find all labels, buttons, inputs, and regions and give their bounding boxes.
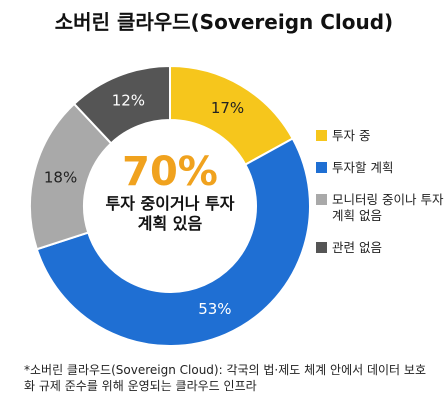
chart-title: 소버린 클라우드(Sovereign Cloud) [54, 10, 394, 34]
legend-swatch [316, 242, 327, 253]
legend-swatch [316, 194, 327, 205]
legend-label: 모니터링 중이나 투자 계획 없음 [332, 192, 444, 223]
legend-swatch [316, 130, 327, 141]
footnote: *소버린 클라우드(Sovereign Cloud): 각국의 법·제도 체계 … [24, 363, 426, 393]
legend-label: 관련 없음 [332, 240, 382, 255]
donut-segment [35, 137, 311, 347]
legend-swatch [316, 162, 327, 173]
legend-item: 관련 없음 [316, 240, 446, 256]
value-label: 17% [211, 99, 244, 117]
chart: 17% 53% 18% 12% [29, 64, 311, 347]
value-label: 12% [112, 91, 145, 109]
value-label: 53% [198, 300, 231, 318]
center-value: 70% [122, 149, 218, 195]
legend-item: 투자 중 [316, 128, 446, 144]
center-label: 70% 투자 중이거나 투자 계획 있음 [105, 150, 235, 234]
legend-label: 투자할 계획 [332, 160, 394, 175]
center-text: 투자 중이거나 투자 계획 있음 [105, 194, 235, 233]
legend-item: 모니터링 중이나 투자 계획 없음 [316, 192, 446, 224]
donut-segment [72, 64, 171, 145]
legend-label: 투자 중 [332, 128, 371, 143]
legend-item: 투자할 계획 [316, 160, 446, 176]
value-label: 18% [44, 168, 77, 186]
